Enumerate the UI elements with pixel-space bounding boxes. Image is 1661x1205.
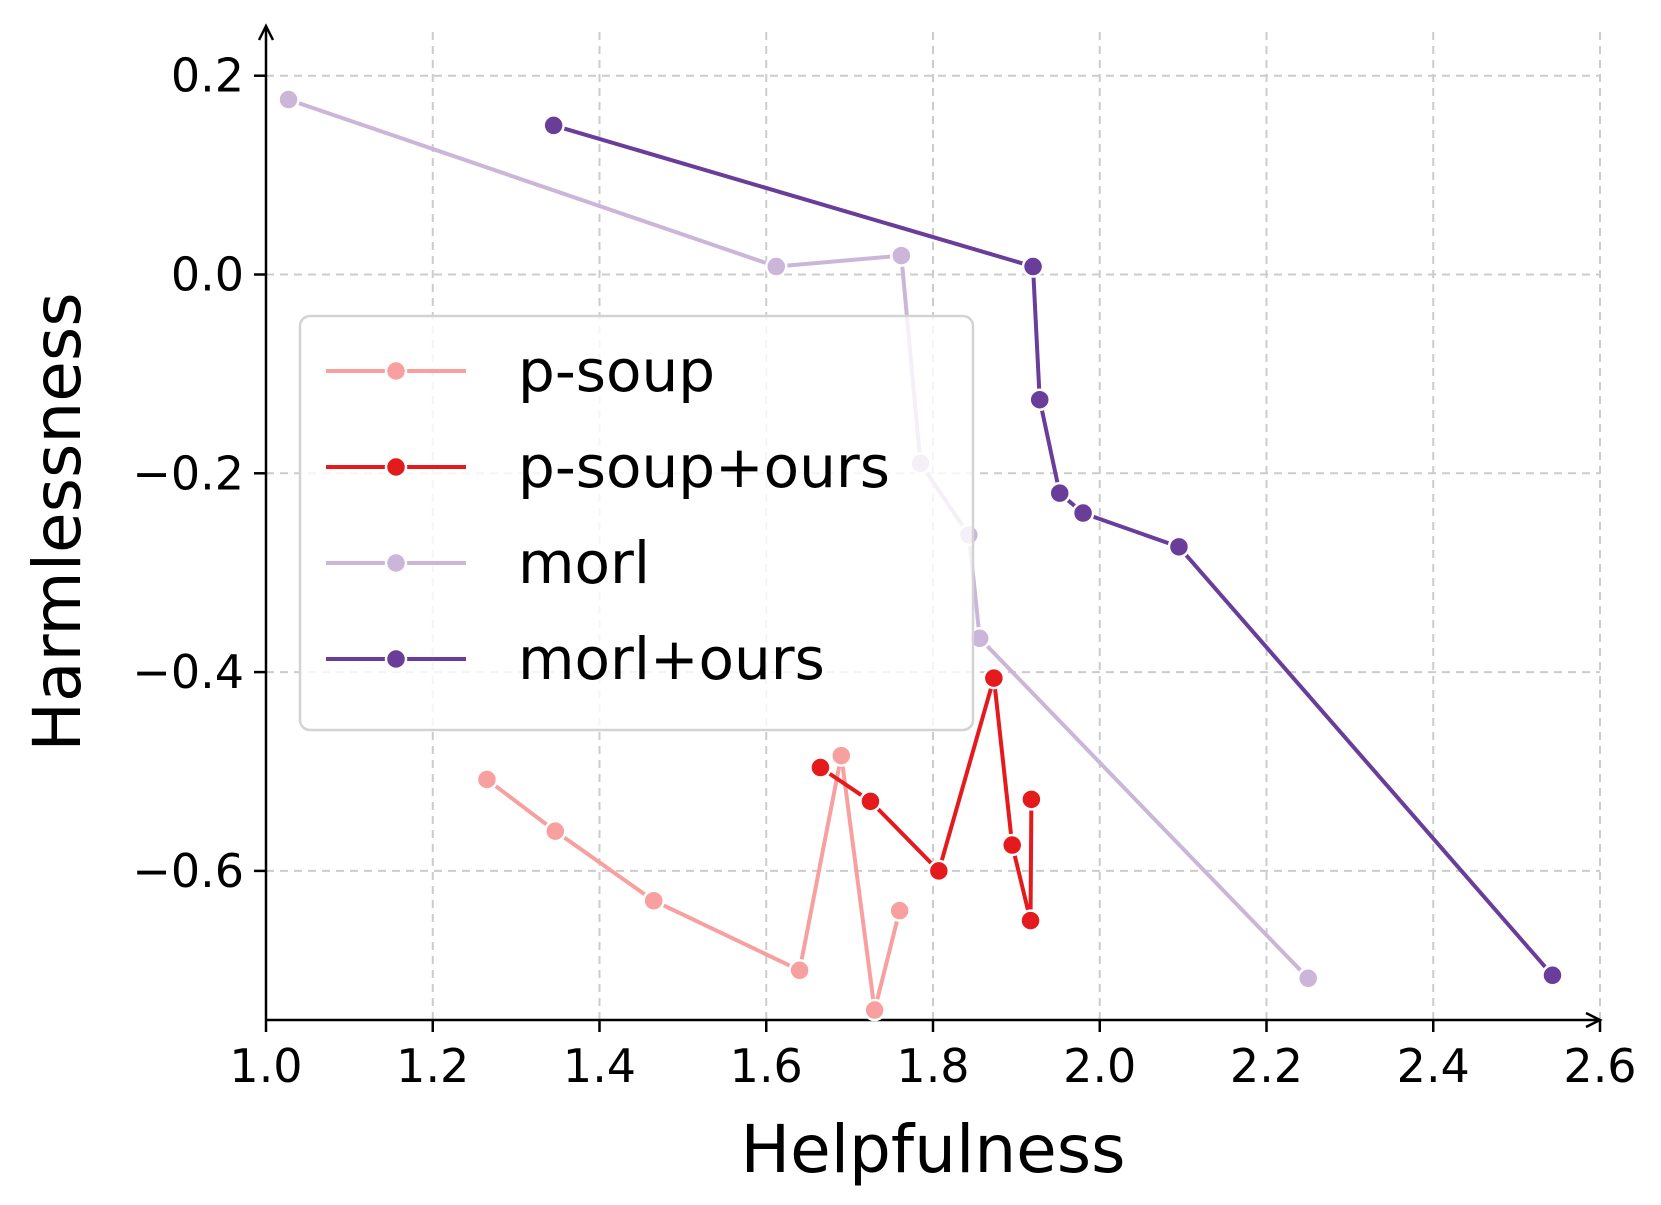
series-morl-plus-ours <box>542 114 1564 987</box>
data-point-morl-plus-ours <box>1541 964 1564 987</box>
legend-item-p-soup: p-soup <box>326 337 715 405</box>
data-point-morl <box>765 255 788 278</box>
data-point-morl <box>1296 967 1320 990</box>
y-tick-label: 0.2 <box>171 49 244 103</box>
data-point-p-soup-plus-ours <box>927 859 951 883</box>
y-tick-label: −0.6 <box>132 844 244 898</box>
data-point-morl-plus-ours <box>1048 481 1071 505</box>
data-point-p-soup <box>830 744 853 767</box>
data-point-p-soup-plus-ours <box>859 790 882 813</box>
x-tick-label: 1.0 <box>229 1039 302 1093</box>
data-point-p-soup-plus-ours <box>1020 788 1043 811</box>
data-point-p-soup <box>544 819 567 843</box>
legend-marker <box>384 455 408 479</box>
data-point-p-soup-plus-ours <box>1019 909 1042 932</box>
legend-item-morl-plus-ours: morl+ours <box>326 625 825 693</box>
series-line-p-soup <box>485 753 902 1013</box>
legend-item-morl: morl <box>326 529 650 597</box>
data-point-p-soup <box>642 889 665 912</box>
y-tick-label: −0.2 <box>132 446 244 500</box>
data-point-p-soup-plus-ours <box>1000 833 1024 857</box>
data-point-p-soup <box>888 899 911 922</box>
data-point-p-soup-plus-ours <box>982 666 1006 690</box>
data-point-morl <box>890 244 913 267</box>
data-point-p-soup-plus-ours <box>809 756 832 779</box>
legend-marker <box>384 551 408 575</box>
series-p-soup-plus-ours <box>809 666 1043 932</box>
x-tick-label: 1.2 <box>396 1039 469 1093</box>
y-tick-label: 0.0 <box>171 248 244 302</box>
legend-frame <box>298 314 975 732</box>
data-point-morl <box>277 88 300 111</box>
series-p-soup <box>475 744 911 1022</box>
data-point-p-soup <box>475 768 499 791</box>
legend-label: morl <box>518 529 650 597</box>
data-point-morl-plus-ours <box>542 114 565 137</box>
y-tick-label: −0.4 <box>132 645 244 699</box>
x-axis-label: Helpfulness <box>740 1111 1125 1188</box>
data-point-morl-plus-ours <box>1021 255 1045 278</box>
x-tick-label: 1.8 <box>896 1039 969 1093</box>
y-axis-label: Harmlessness <box>19 292 96 751</box>
legend-label: p-soup+ours <box>518 433 890 501</box>
x-tick-label: 2.0 <box>1063 1039 1136 1093</box>
legend-entries: p-soup p-soup+ours morl morl+ours <box>326 337 890 693</box>
legend-label: morl+ours <box>518 625 825 693</box>
x-tick-label: 2.6 <box>1563 1039 1636 1093</box>
legend-item-p-soup-plus-ours: p-soup+ours <box>326 433 890 501</box>
x-tick-label: 1.6 <box>730 1039 803 1093</box>
data-point-morl-plus-ours <box>1071 501 1095 525</box>
y-axis-arrow-icon <box>257 23 275 41</box>
legend: p-soup p-soup+ours morl morl+ours <box>298 314 975 732</box>
legend-marker <box>384 647 408 671</box>
data-point-morl-plus-ours <box>1167 535 1191 559</box>
x-tick-label: 1.4 <box>563 1039 636 1093</box>
x-tick-label: 2.2 <box>1230 1039 1303 1093</box>
y-ticks: 0.2 0.0 −0.2 −0.4 −0.6 <box>132 49 266 898</box>
data-point-p-soup <box>788 959 811 982</box>
data-point-p-soup <box>863 998 886 1022</box>
x-ticks: 1.0 1.2 1.4 1.6 1.8 2.0 2.2 2.4 2.6 <box>229 1020 1637 1093</box>
x-tick-label: 2.4 <box>1397 1039 1470 1093</box>
data-point-morl-plus-ours <box>1028 388 1051 411</box>
legend-marker <box>384 359 408 383</box>
legend-label: p-soup <box>518 337 715 405</box>
